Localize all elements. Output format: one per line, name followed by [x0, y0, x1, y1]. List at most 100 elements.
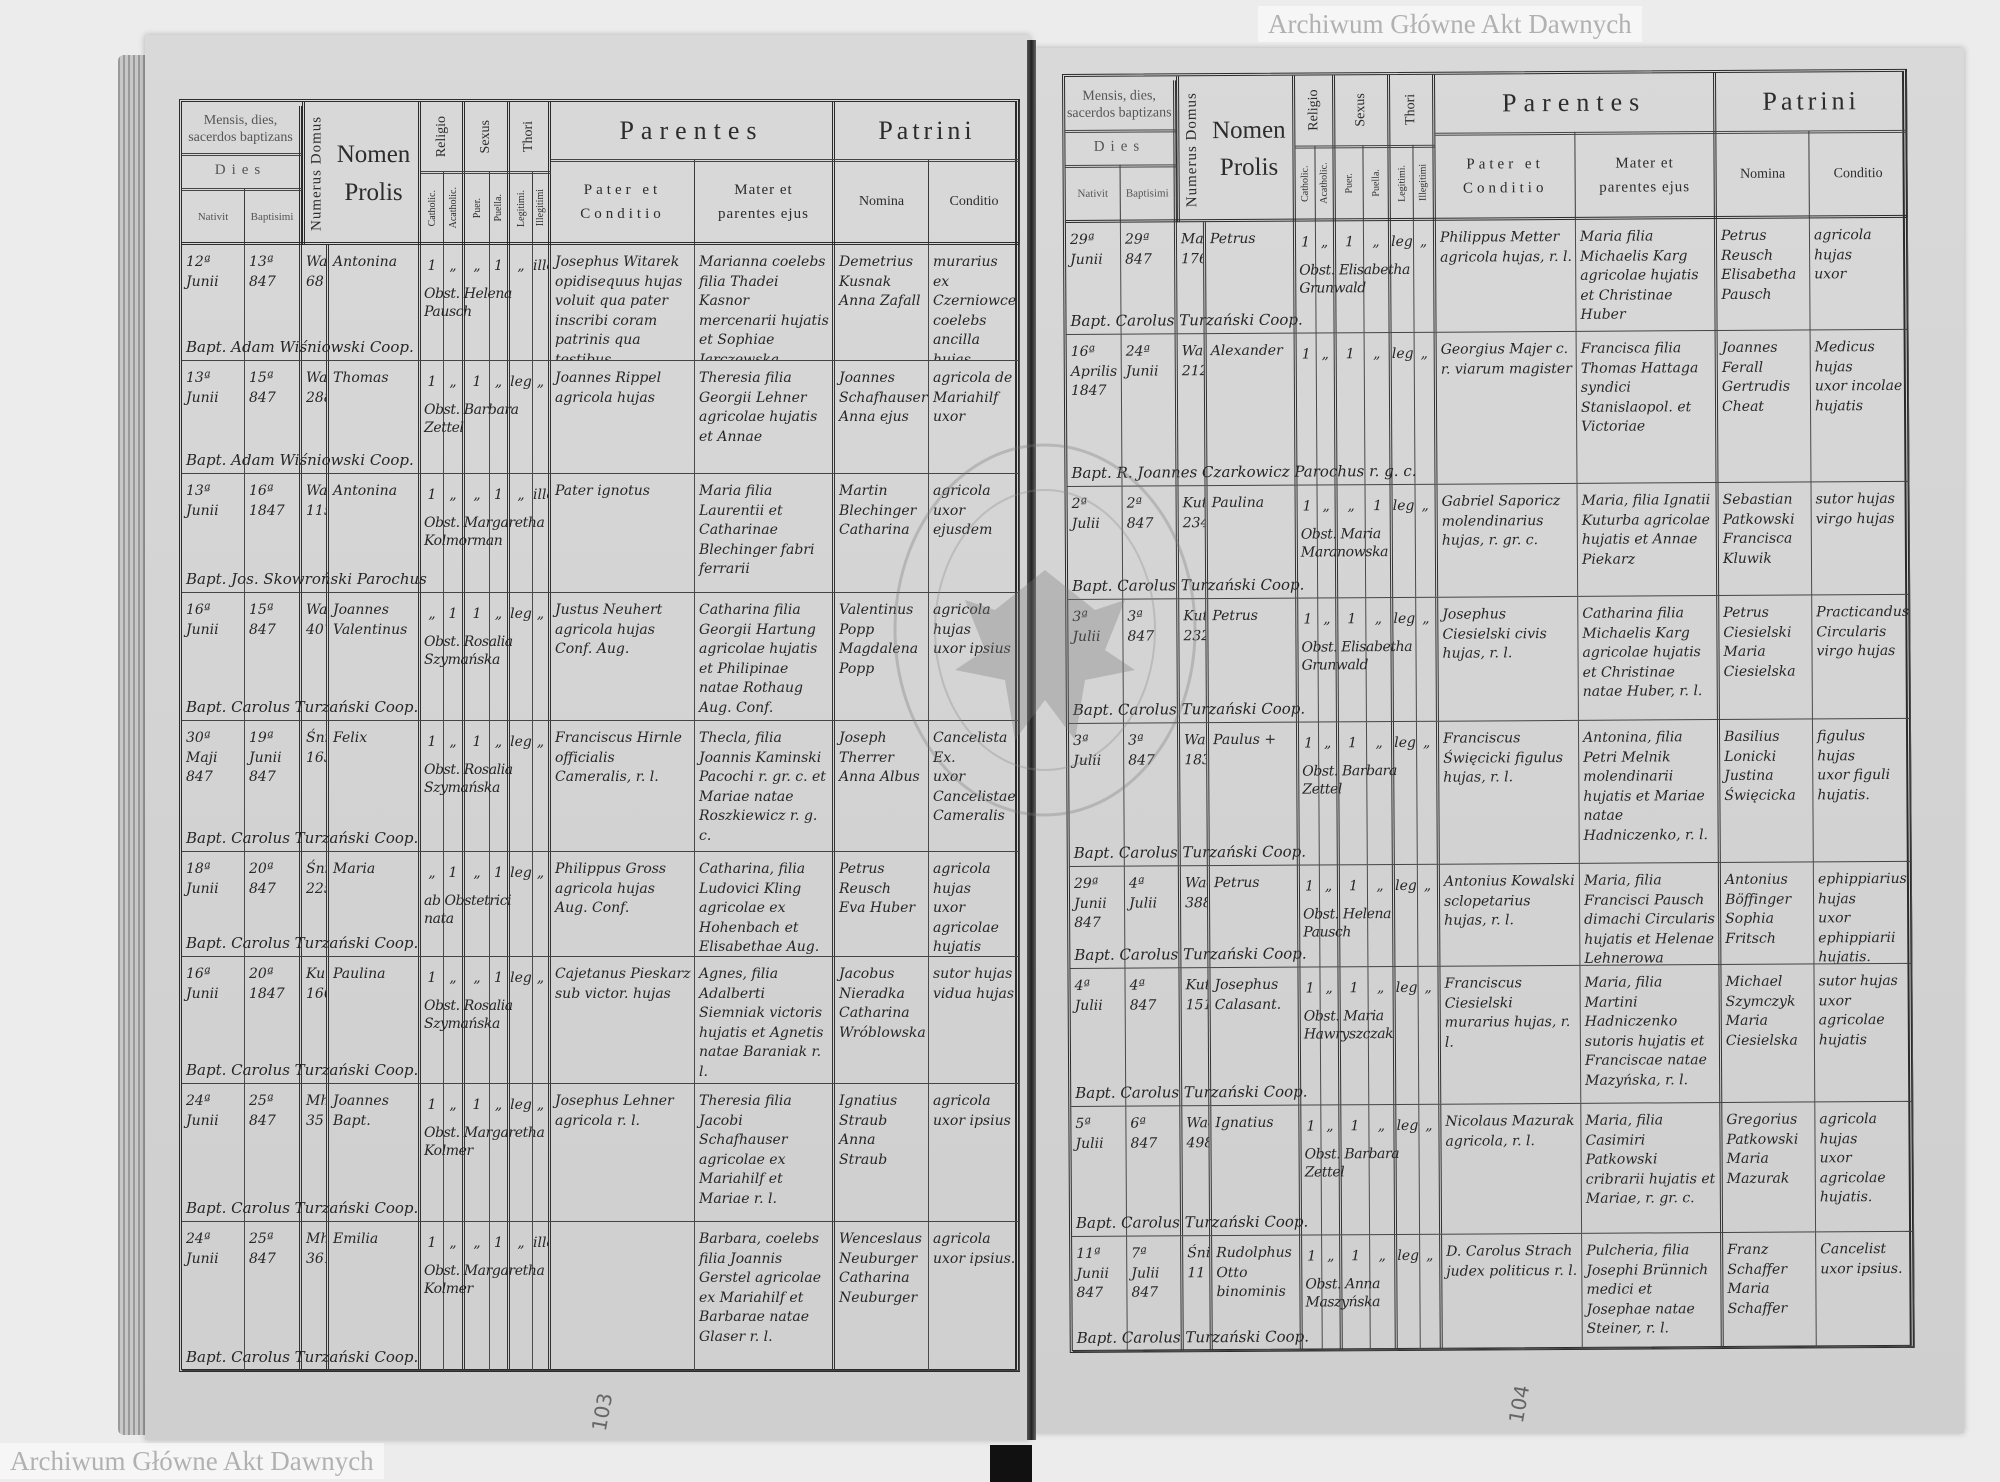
register-entry-row: 29ª Junii 29ª 847 Mar. 176 Petrus 1 „ 1 „ leg „ Ph…	[1065, 217, 1909, 335]
cell-illegitimate: „	[1416, 597, 1439, 721]
cell-illegitimate: „	[533, 1084, 551, 1221]
right-page	[1034, 48, 1964, 1433]
cell-godparents-names: Petrus Ciesielski Maria Ciesielska	[1719, 595, 1813, 720]
header-legitimi: Legitimi.	[510, 171, 533, 245]
cell-illegitimate: „	[1416, 721, 1440, 864]
header-thori-label: Thori	[521, 120, 536, 153]
cell-illegitimate: „	[1414, 332, 1438, 484]
table-header: Mensis, dies, sacerdos baptizans Dies Nati…	[182, 102, 1020, 245]
cell-midwife: Obst. Rosalia Szymańska	[424, 762, 513, 797]
header-conditio-label: Conditio	[949, 194, 999, 209]
cell-legitimate: leg	[510, 593, 533, 720]
cell-midwife: Obst. Rosalia Szymańska	[424, 998, 513, 1033]
cell-midwife: ab Obstetrici nata	[424, 893, 512, 928]
cell-godparents-condition: Practicandus Circularis virgo hujas	[1812, 594, 1911, 719]
cell-girl: „	[490, 361, 510, 473]
cell-godparents-condition: agricola uxor ejusdem	[929, 474, 1020, 592]
header-puer: Puer.	[465, 171, 490, 245]
cell-illegitimate: „	[533, 852, 551, 956]
header-rule	[182, 188, 302, 191]
book-gutter	[1027, 40, 1036, 1440]
cell-boy: 1	[465, 361, 490, 473]
cell-child-name: Paulina	[329, 957, 421, 1083]
header-conditio-label: Conditio	[1833, 166, 1883, 182]
cell-midwife: Obst. Margaretha Kolmer	[424, 1263, 545, 1298]
baptizing-priest: Bapt. Carolus Turzański Coop.	[186, 698, 419, 716]
cell-father: Josephus Ciesielski civis hujas, r. l.	[1438, 596, 1579, 721]
cell-godparents-condition: agricola de Mariahilf uxor	[929, 361, 1020, 473]
header-rule	[510, 171, 551, 174]
cell-legitimate: leg	[1394, 864, 1419, 966]
cell-boy: „	[465, 852, 490, 956]
cell-godparents-condition: agricola hujas uxor	[1809, 217, 1909, 330]
cell-legitimate: leg	[1392, 484, 1417, 598]
header-rule	[421, 171, 465, 174]
header-nativit-label: Nativit	[197, 210, 229, 223]
cell-godparents-condition: sutor hujas vidua hujas	[929, 957, 1020, 1083]
cell-boy: 1	[465, 593, 490, 720]
cell-illegitimate: illeg	[533, 245, 551, 360]
cell-boy: „	[465, 474, 490, 592]
header-dies: Dies	[182, 153, 302, 188]
cell-birth-date: 24ª Junii	[182, 1222, 245, 1370]
header-nomina: Nomina	[835, 159, 929, 245]
cell-godparents-condition: Cancelist uxor ipsius.	[1816, 1231, 1915, 1347]
cell-mother: Maria, filia Francisci Pausch dimachi Ci…	[1579, 863, 1722, 965]
baptizing-priest: Bapt. Carolus Turzański Coop.	[1070, 310, 1303, 330]
cell-house-number: Mhilf. 35	[302, 1084, 329, 1221]
cell-girl: „	[490, 721, 510, 851]
cell-legitimate: „	[510, 474, 533, 592]
cell-father: Josephus Lehner agricola r. l.	[551, 1084, 695, 1221]
cell-godparents-condition: agricola uxor ipsius	[929, 1084, 1020, 1221]
header-illegitimi: Illegitimi	[1413, 144, 1436, 221]
header-nativit-label: Nativit	[1077, 187, 1109, 200]
baptizing-priest: Bapt. Carolus Turzański Coop.	[1075, 1082, 1308, 1102]
header-mater: Mater et parentes ejus	[695, 159, 835, 245]
cell-catholic: „	[421, 852, 444, 956]
header-illegitimi-label: Illegitimi	[535, 189, 546, 227]
cell-acatholic: „	[444, 1084, 465, 1221]
cell-acatholic: „	[444, 1222, 465, 1370]
cell-godparents-condition: figulus hujas uxor figuli hujatis.	[1812, 718, 1912, 862]
cell-acatholic: „	[444, 474, 465, 592]
cell-catholic: 1	[421, 474, 444, 592]
header-patrini: Patrini	[835, 102, 1020, 159]
cell-birth-date: 13ª Junii	[182, 361, 245, 473]
cell-baptism-date: 19ª Junii 847	[245, 721, 302, 851]
cell-godparents-names: Michael Szymczyk Maria Ciesielska	[1721, 964, 1816, 1103]
baptizing-priest: Bapt. Carolus Turzański Coop.	[186, 1061, 419, 1079]
header-patrini-label: Patrini	[1762, 86, 1860, 116]
cell-midwife: Obst. Helena Pausch	[1303, 906, 1392, 941]
cell-illegitimate: „	[1419, 1104, 1443, 1234]
header-parentes-label: Parentes	[1502, 87, 1647, 118]
cell-house-number: Wad. 115	[302, 474, 329, 592]
header-sexus: Sexus	[465, 102, 510, 171]
header-acatholic-label: Acatholic.	[1318, 162, 1330, 205]
header-numerus-domus: Numerus Domus	[302, 102, 329, 245]
header-nomen-prolis-label: Nomen Prolis	[1211, 116, 1286, 182]
cell-legitimate: leg	[1393, 721, 1418, 864]
header-catholic: Catholic.	[421, 171, 444, 245]
cell-godparents-names: Gregorius Patkowski Maria Mazurak	[1722, 1102, 1817, 1233]
header-religio-label: Religio	[433, 115, 449, 158]
header-thori-label: Thori	[1403, 94, 1419, 126]
cell-girl: 1	[490, 245, 510, 360]
cell-house-number: Śnia. 225	[302, 852, 329, 956]
cell-child-name: Emilia	[329, 1222, 421, 1370]
header-numerus-domus-label: Numerus Domus	[308, 115, 325, 232]
header-dies: Dies	[1065, 129, 1177, 165]
cell-catholic: „	[421, 593, 444, 720]
cell-midwife: Obst. Anna Maszyńska	[1305, 1276, 1381, 1311]
cell-child-name: Joannes Bapt.	[329, 1084, 421, 1221]
header-numerus-domus-label: Numerus Domus	[1183, 91, 1201, 207]
book-spine-edges	[118, 55, 150, 1435]
header-illegitimi-label: Illegitimi	[1417, 164, 1429, 202]
cell-midwife: Obst. Elisabetha Grunwald	[1299, 261, 1410, 297]
cell-legitimate: leg	[1396, 1104, 1421, 1234]
cell-house-number: Wad. 288	[302, 361, 329, 473]
cell-mother: Maria filia Laurentii et Catharinae Blec…	[695, 474, 835, 592]
header-catholic-label: Catholic.	[426, 189, 438, 227]
